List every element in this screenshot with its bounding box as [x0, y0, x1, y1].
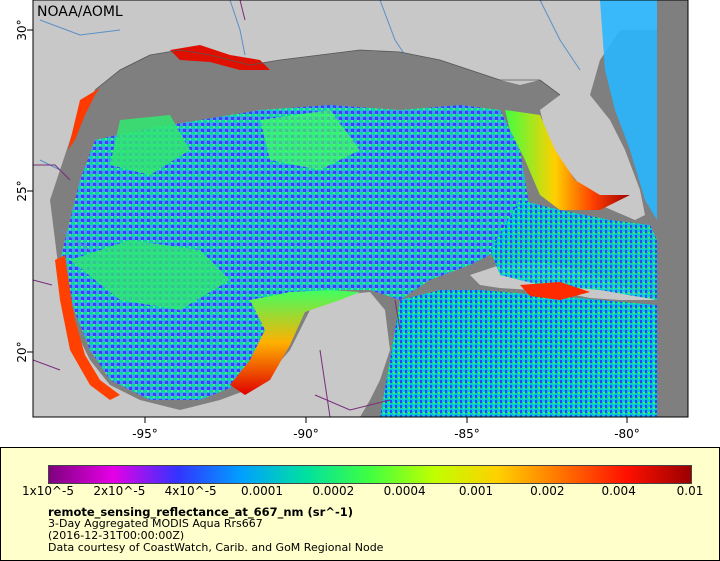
green-patch: [70, 240, 230, 310]
mexico-land: [33, 200, 390, 417]
dataset-title: 3-Day Aggregated MODIS Aqua Rrs667: [48, 517, 263, 530]
reflectance-map[interactable]: -95° -90° -85° -80° 30° 25° 20°: [0, 0, 720, 445]
x-tick-label: -80°: [614, 427, 640, 441]
y-tick-label: 25°: [15, 180, 29, 201]
colorbar-tick-label: 0.004: [601, 484, 636, 498]
caribbean-data-field: [380, 290, 657, 417]
credit-label: NOAA/AOML: [37, 4, 123, 20]
variable-name: remote_sensing_reflectance_at_667_nm (sr…: [48, 505, 353, 519]
yucatan-coast-hot: [230, 290, 360, 395]
plot-frame: [32, 0, 689, 418]
x-tick-label: -85°: [454, 427, 480, 441]
political-borders: [33, 0, 401, 417]
colorbar-tick-label: 4x10^-5: [164, 484, 217, 498]
texas-coast-hot: [68, 88, 100, 150]
colorbar-tick-label: 0.0001: [241, 484, 283, 498]
dataset-time: (2016-12-31T00:00:00Z): [48, 529, 185, 542]
y-tick-label: 30°: [15, 19, 29, 40]
gulf-data-field: [60, 105, 530, 400]
x-tick-label: -95°: [132, 427, 158, 441]
cuba-coast-hot: [520, 282, 590, 300]
colorbar-tick-label: 1x10^-5: [21, 484, 75, 498]
map-frame: -95° -90° -85° -80° 30° 25° 20° NOAA/AOM…: [0, 0, 720, 445]
east-no-data: [657, 0, 688, 417]
green-patch: [260, 110, 360, 170]
florida-coast-hot: [505, 110, 630, 210]
atlantic-east-field: [600, 0, 657, 220]
colorbar-tick-label: 0.01: [676, 484, 704, 498]
x-tick-label: -90°: [293, 427, 319, 441]
legend-panel: 1x10^-5 2x10^-5 4x10^-5 0.0001 0.0002 0.0004 0…: [0, 447, 720, 561]
colorbar-tick-label: 0.0002: [312, 484, 355, 498]
rivers: [39, 0, 581, 251]
coastline: [94, 49, 561, 96]
colorbar-tick-label: 0.001: [458, 484, 494, 498]
colorbar-tick-label: 0.002: [530, 484, 565, 498]
colorbar-tick-label: 2x10^-5: [93, 484, 146, 498]
florida-strait-field: [490, 200, 657, 300]
florida-land: [540, 95, 645, 220]
x-axis: -95° -90° -85° -80°: [132, 417, 640, 441]
colorbar: [48, 465, 692, 484]
y-axis: 30° 25° 20°: [15, 19, 33, 363]
green-patch: [110, 115, 190, 175]
colorbar-tick-label: 0.0004: [383, 484, 426, 498]
mexico-coast-hot: [55, 255, 120, 400]
y-tick-label: 20°: [15, 341, 29, 362]
data-courtesy: Data courtesy of CoastWatch, Carib. and …: [48, 541, 384, 554]
